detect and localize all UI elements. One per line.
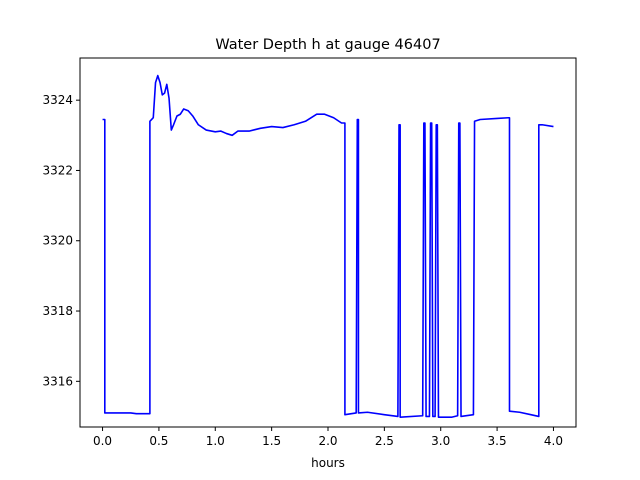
plot-area: 0.0 0.5 1.0 1.5 2.0 2.5 3.0 3.5 4.0 3316 3318 3320… <box>42 57 577 448</box>
x-tick-label: 1.0 <box>206 434 225 448</box>
series-line-0 <box>102 74 554 418</box>
x-tick-label: 0.0 <box>93 434 112 448</box>
x-tick-label: 3.5 <box>488 434 507 448</box>
x-tick-label: 2.5 <box>375 434 394 448</box>
x-tick-label: 3.0 <box>431 434 450 448</box>
plot-frame <box>79 57 577 428</box>
x-tick-label: 0.5 <box>149 434 168 448</box>
y-tick-label: 3320 <box>42 234 73 248</box>
y-tick-label: 3322 <box>42 163 73 177</box>
x-tick-label: 1.5 <box>262 434 281 448</box>
y-tick-label: 3324 <box>42 93 73 107</box>
y-axis-ticks: 3316 3318 3320 3322 3324 <box>42 93 80 388</box>
y-tick-label: 3316 <box>42 374 73 388</box>
x-tick-label: 2.0 <box>318 434 337 448</box>
series-layer <box>102 74 554 418</box>
x-axis-ticks: 0.0 0.5 1.0 1.5 2.0 2.5 3.0 3.5 4.0 <box>93 427 563 448</box>
y-tick-label: 3318 <box>42 304 73 318</box>
chart-title: Water Depth h at gauge 46407 <box>215 37 440 53</box>
x-axis-label: hours <box>311 456 345 470</box>
x-tick-label: 4.0 <box>544 434 563 448</box>
